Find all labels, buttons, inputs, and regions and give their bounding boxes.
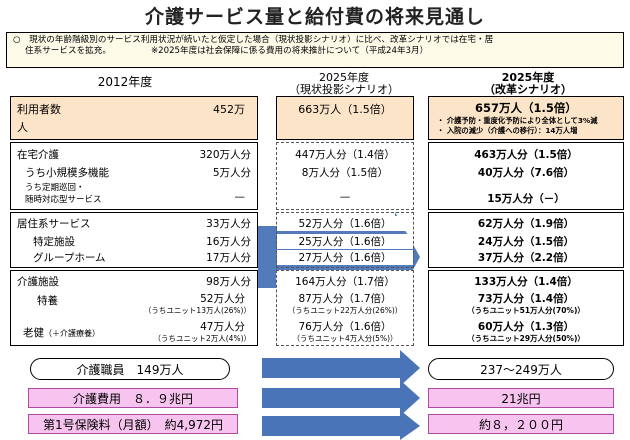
facility-label: 介護施設 [17,276,59,288]
residential-sub2-label: グループホーム [33,252,106,264]
header-reform-year: 2025年度 [501,71,555,84]
users-current-box: 663万人（1.5倍） [276,96,414,140]
facility-sub1-current-note: （うちユニット22万人分(26%)） [287,306,403,315]
page-title: 介護サービス量と給付費の将来見通し [144,6,485,28]
arrow-cost [262,380,420,416]
facility-sub1-reform: 73万人分（1.4倍） [477,293,575,305]
facility-current-box: 164万人分（1.7倍） 87万人分（1.7倍） （うちユニット22万人分(26… [276,270,414,346]
premium-reform: 約８，２００円 [428,414,614,434]
facility-2012-box: 介護施設 98万人分 特養 52万人分 （うちユニット13万人(26%)） 老健… [10,270,258,346]
users-current-value: 663万人（1.5倍） [298,103,392,116]
home-sub2-label2: 随時対応型サービス [25,195,102,205]
users-label: 利用者数 [17,103,61,116]
residential-2012-box: 居住系サービス 33万人分 特定施設 16万人分 グループホーム 17万人分 [10,212,258,268]
home-sub1-current: 8万人分（1.5倍） [301,167,389,179]
facility-sub2-current-note: （うちユニット4万人分(5%)） [292,334,398,343]
header-2012: 2012年度 [97,75,153,89]
residential-sub2-2012: 17万人分 [206,252,251,264]
home-sub2-current: — [339,191,351,203]
home-reform-box: 463万人分（1.5倍） 40万人分（7.6倍） 15万人分（－） [428,142,624,210]
facility-2012-value: 98万人分 [206,276,251,288]
users-reform-value: 657万人（1.5倍） [475,101,577,115]
note-line1: 現状の年齢階級別のサービス利用状況が続いたと仮定した場合（現状投影シナリオ）に比… [29,35,494,45]
header-current: 2025年度 （現状投影シナリオ） [274,72,414,96]
users-reform-note2: ・ 入院の減少（介護への移行）：14万人増 [437,126,578,135]
facility-sub1-label: 特養 [37,295,58,307]
home-current-value: 447万人分（1.4倍） [295,149,395,161]
staff-reform: 237〜249万人 [428,358,614,380]
arrow-premium [262,410,420,440]
note-source: ※2025年度は社会保障に係る費用の将来推計について（平成24年3月） [150,46,429,56]
home-sub2-2012: — [234,191,246,203]
home-2012-box: 在宅介護 320万人分 うち小規模多機能 5万人分 うち定期巡回・ 随時対応型サ… [10,142,258,210]
residential-current-value: 52万人分（1.6倍） [277,216,413,231]
residential-sub2-current: 27万人分（1.6倍） [277,250,413,265]
staff-2012: 介護職員 149万人 [30,358,230,380]
users-reform-box: 657万人（1.5倍） ・ 介護予防・重度化予防により全体として3%減 ・ 入院… [428,96,624,140]
premium-2012: 第1号保険料（月額） 約4,972円 [28,414,238,434]
residential-sub2-reform: 37万人分（2.2倍） [477,252,575,264]
facility-sub1-current: 87万人分（1.7倍） [298,293,392,305]
residential-label: 居住系サービス [17,218,91,230]
residential-2012-value: 33万人分 [206,218,251,230]
header-reform: 2025年度 （改革シナリオ） [430,72,626,96]
home-current-box: 447万人分（1.4倍） 8万人分（1.5倍） — [276,142,414,210]
facility-sub2-label: 老健 [23,327,44,339]
facility-sub2-label-note: （＋介護療養） [44,329,100,338]
header-reform-scenario: （改革シナリオ） [484,83,572,96]
home-sub2-label1: うち定期巡回・ [25,183,85,193]
facility-sub2-reform: 60万人分（1.3倍） [477,321,575,333]
note-bullet: ○ [13,35,21,45]
residential-sub1-reform: 24万人分（1.5倍） [477,236,575,248]
home-reform-value: 463万人分（1.5倍） [474,149,578,161]
arrow-staff [262,350,420,386]
facility-sub1-2012: 52万人分 [200,293,245,305]
residential-sub1-2012: 16万人分 [206,236,251,248]
cost-reform: 21兆円 [428,388,614,408]
home-sub2-reform: 15万人分（－） [487,193,565,205]
users-reform-note1: ・ 介護予防・重度化予防により全体として3%減 [437,116,598,125]
facility-reform-box: 133万人分（1.4倍） 73万人分（1.4倍） （うちユニット51万人分(70… [428,270,624,346]
users-2012-value: 452万 [213,103,245,116]
home-sub1-label: うち小規模多機能 [25,167,109,179]
facility-reform-value: 133万人分（1.4倍） [474,276,578,288]
facility-sub2: 老健（＋介護療養） [23,325,100,340]
facility-current-value: 164万人分（1.7倍） [295,276,395,288]
note-line2: 住系サービスを拡充。 [25,46,111,56]
facility-sub2-2012: 47万人分 [200,321,245,333]
header-current-year: 2025年度 [319,71,369,84]
home-sub1-2012: 5万人分 [212,167,251,179]
residential-sub1-label: 特定施設 [33,236,75,248]
residential-current-box: 52万人分（1.6倍） 25万人分（1.6倍） 27万人分（1.6倍） [276,212,414,268]
facility-sub1-reform-note: （うちユニット51万人分(70%)） [467,306,585,315]
home-2012-value: 320万人分 [199,149,251,161]
residential-sub1-current: 25万人分（1.6倍） [277,234,413,249]
users-2012-box: 利用者数 人 452万 [10,96,258,140]
home-sub1-reform: 40万人分（7.6倍） [477,167,575,179]
header-current-scenario: （現状投影シナリオ） [289,83,399,96]
facility-sub2-2012-note: （うちユニット2万人(4%)） [153,334,251,343]
users-label-unit: 人 [17,121,28,134]
cost-2012: 介護費用 ８．９兆円 [28,388,238,408]
residential-reform-box: 62万人分（1.9倍） 24万人分（1.5倍） 37万人分（2.2倍） [428,212,624,268]
home-label: 在宅介護 [17,149,59,161]
facility-sub2-current: 76万人分（1.6倍） [298,321,392,333]
scenario-note: ○ 現状の年齢階級別のサービス利用状況が続いたと仮定した場合（現状投影シナリオ）… [6,32,624,68]
facility-sub1-2012-note: （うちユニット13万人(26%)） [143,306,251,315]
residential-reform-value: 62万人分（1.9倍） [477,218,575,230]
facility-sub2-reform-note: （うちユニット29万人分(50%)） [467,334,585,343]
